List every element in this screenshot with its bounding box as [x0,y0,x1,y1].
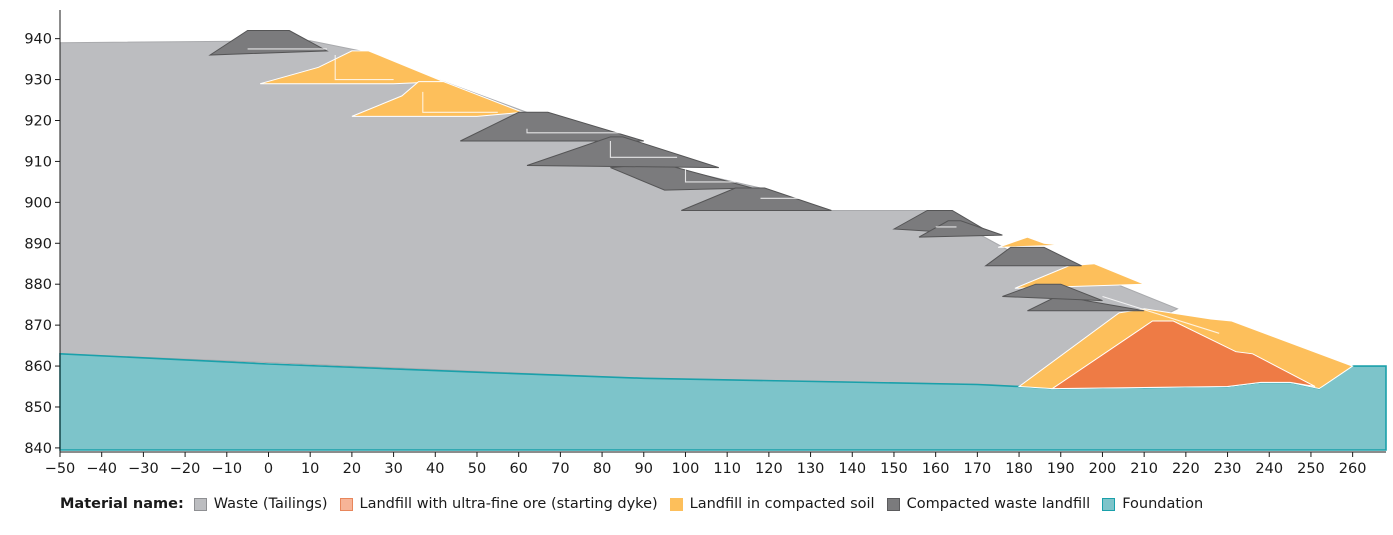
y-tick-label: 900 [24,195,52,211]
legend-label-compacted-waste: Compacted waste landfill [906,496,1091,512]
y-tick-label: 860 [24,359,52,375]
compacted-waste-region [984,246,1082,267]
compacted-waste-region [681,187,832,211]
compacted-soil-region [260,50,444,85]
y-tick-label: 910 [24,154,52,170]
y-tick-label: 930 [24,73,52,89]
x-tick-label: −40 [86,461,117,477]
legend-item-waste: Waste (Tailings) [193,496,328,512]
y-tick-label: 920 [24,114,52,130]
compacted-soil-region [998,236,1061,248]
x-tick-label: 40 [426,461,444,477]
compacted-waste-region [1002,283,1103,302]
compacted-waste-region [460,111,644,142]
compacted-soil-region [1014,263,1145,289]
legend-label-waste: Waste (Tailings) [213,496,328,512]
legend-item-ultrafine: Landfill with ultra-fine ore (starting d… [339,496,658,512]
x-tick-label: 200 [1089,461,1117,477]
material-regions [59,30,1387,451]
legend-label-ultrafine: Landfill with ultra-fine ore (starting d… [359,496,658,512]
layer-outline [334,55,394,81]
layer-outline [526,128,623,134]
x-tick-label: 60 [509,461,527,477]
x-tick-label: 110 [713,461,741,477]
x-tick-label: 230 [1214,461,1242,477]
layer-outline [422,91,498,113]
legend-swatch-foundation [1102,497,1116,511]
x-tick-label: 80 [593,461,611,477]
y-tick-label: 870 [24,318,52,334]
legend-swatch-compacted-soil [669,497,683,511]
legend-title: Material name: [60,496,184,512]
compacted-soil-region [351,81,523,117]
layer-outline [684,169,736,183]
x-tick-label: 190 [1047,461,1075,477]
x-tick-label: 120 [755,461,783,477]
y-tick-label: 890 [24,236,52,252]
ultrafine-dyke-region [1050,320,1316,390]
x-tick-label: 100 [672,461,700,477]
compacted-waste-region [918,220,1003,238]
legend: Material name: Waste (Tailings) Landfill… [60,496,1385,512]
legend-swatch-ultrafine [339,497,353,511]
y-tick-label: 940 [24,32,52,48]
legend-item-foundation: Foundation [1102,496,1203,512]
layer-outline [1102,295,1220,334]
compacted-waste-region [526,136,719,169]
legend-item-compacted-waste: Compacted waste landfill [886,496,1091,512]
x-tick-label: 0 [264,461,273,477]
x-tick-label: 180 [1005,461,1033,477]
x-tick-label: −30 [128,461,159,477]
legend-item-compacted-soil: Landfill in compacted soil [669,496,875,512]
y-tick-label: 840 [24,441,52,457]
x-tick-label: 150 [880,461,908,477]
x-tick-label: 170 [964,461,992,477]
x-tick-label: 130 [797,461,825,477]
x-tick-label: 30 [384,461,402,477]
y-tick-label: 850 [24,400,52,416]
x-tick-label: 10 [301,461,319,477]
x-tick-label: 210 [1130,461,1158,477]
x-tick-label: 140 [838,461,866,477]
x-tick-label: 250 [1297,461,1325,477]
x-tick-label: 160 [922,461,950,477]
x-tick-label: 240 [1255,461,1283,477]
legend-label-foundation: Foundation [1122,496,1204,512]
x-tick-label: 20 [343,461,361,477]
x-tick-label: −50 [45,461,76,477]
x-tick-label: 50 [468,461,486,477]
legend-swatch-compacted-waste [886,497,900,511]
x-tick-label: −10 [211,461,242,477]
x-tick-label: −20 [170,461,201,477]
layer-outline [609,141,678,158]
x-tick-label: 90 [635,461,653,477]
legend-label-compacted-soil: Landfill in compacted soil [689,496,875,512]
legend-swatch-waste [193,497,207,511]
waste-region [59,40,1179,388]
y-tick-label: 880 [24,277,52,293]
x-tick-label: 260 [1339,461,1367,477]
x-tick-label: 220 [1172,461,1200,477]
x-tick-label: 70 [551,461,569,477]
